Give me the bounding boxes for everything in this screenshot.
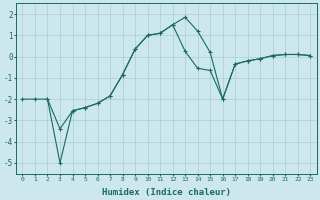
X-axis label: Humidex (Indice chaleur): Humidex (Indice chaleur) xyxy=(102,188,231,197)
